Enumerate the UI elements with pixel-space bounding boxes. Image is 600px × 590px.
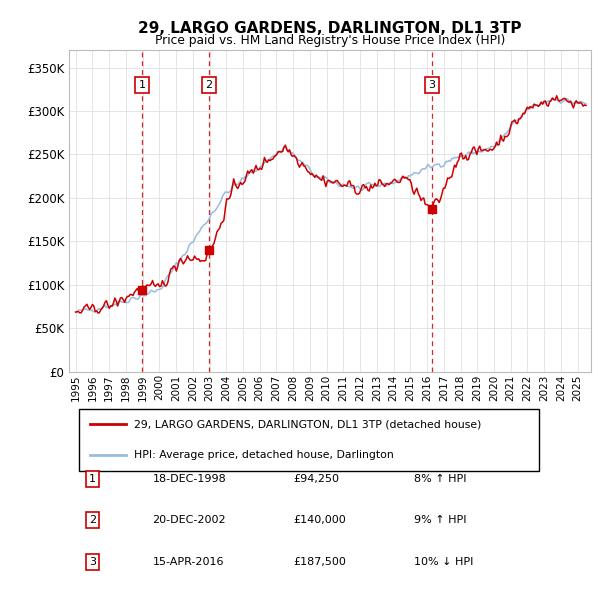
Text: £140,000: £140,000	[293, 515, 346, 525]
Text: 3: 3	[89, 557, 96, 566]
Text: 2: 2	[205, 80, 212, 90]
Text: Price paid vs. HM Land Registry's House Price Index (HPI): Price paid vs. HM Land Registry's House …	[155, 34, 505, 47]
FancyBboxPatch shape	[79, 409, 539, 471]
Text: 18-DEC-1998: 18-DEC-1998	[152, 474, 226, 484]
Text: 8% ↑ HPI: 8% ↑ HPI	[413, 474, 466, 484]
Text: £94,250: £94,250	[293, 474, 340, 484]
Text: 29, LARGO GARDENS, DARLINGTON, DL1 3TP (detached house): 29, LARGO GARDENS, DARLINGTON, DL1 3TP (…	[134, 419, 482, 430]
Text: 3: 3	[428, 80, 436, 90]
Text: £187,500: £187,500	[293, 557, 346, 566]
Text: HPI: Average price, detached house, Darlington: HPI: Average price, detached house, Darl…	[134, 450, 394, 460]
Text: 20-DEC-2002: 20-DEC-2002	[152, 515, 226, 525]
Text: 15-APR-2016: 15-APR-2016	[152, 557, 224, 566]
Text: 2: 2	[89, 515, 96, 525]
Text: 10% ↓ HPI: 10% ↓ HPI	[413, 557, 473, 566]
Text: 1: 1	[139, 80, 145, 90]
Text: 9% ↑ HPI: 9% ↑ HPI	[413, 515, 466, 525]
Text: 29, LARGO GARDENS, DARLINGTON, DL1 3TP: 29, LARGO GARDENS, DARLINGTON, DL1 3TP	[138, 21, 522, 35]
Text: 1: 1	[89, 474, 96, 484]
